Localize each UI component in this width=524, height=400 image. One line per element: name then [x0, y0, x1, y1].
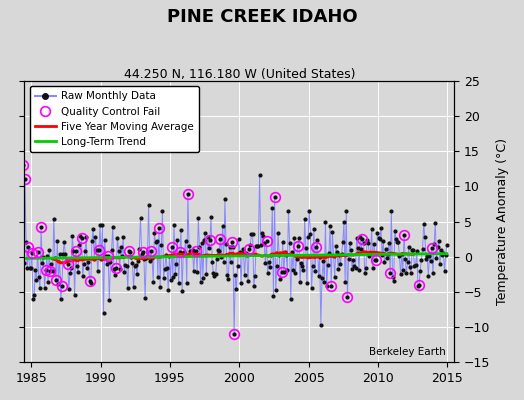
- Title: 44.250 N, 116.180 W (United States): 44.250 N, 116.180 W (United States): [124, 68, 355, 81]
- Text: PINE CREEK IDAHO: PINE CREEK IDAHO: [167, 8, 357, 26]
- Legend: Raw Monthly Data, Quality Control Fail, Five Year Moving Average, Long-Term Tren: Raw Monthly Data, Quality Control Fail, …: [29, 86, 199, 152]
- Y-axis label: Temperature Anomaly (°C): Temperature Anomaly (°C): [496, 138, 509, 305]
- Text: Berkeley Earth: Berkeley Earth: [369, 347, 446, 357]
